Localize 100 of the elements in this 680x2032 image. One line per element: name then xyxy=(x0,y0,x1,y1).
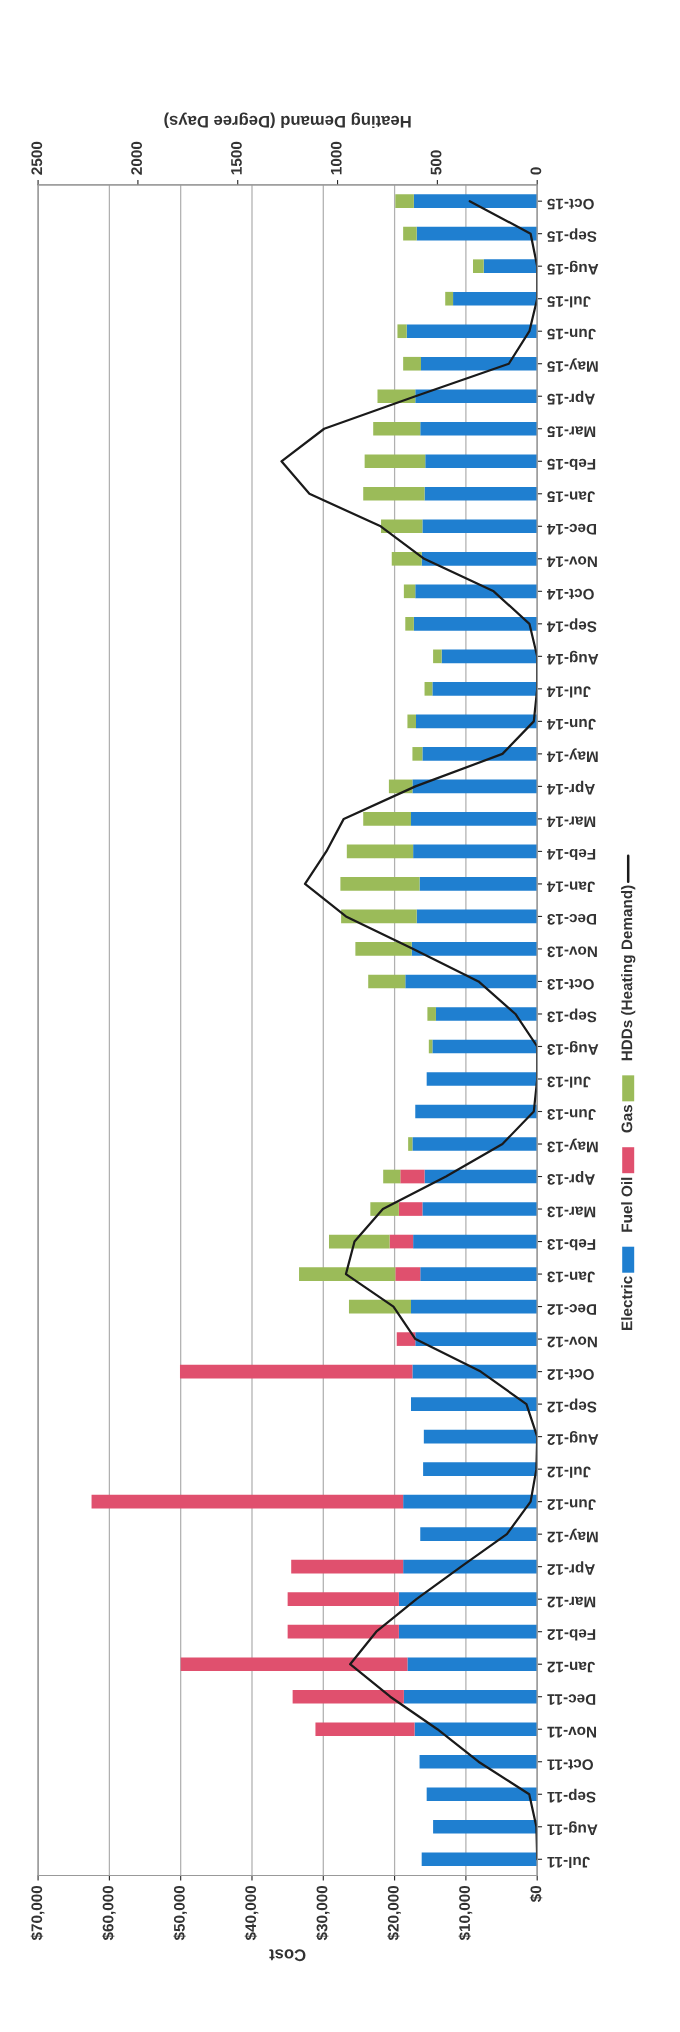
legend-label: Gas xyxy=(621,1104,633,1133)
y-tick-label: Sep-13 xyxy=(547,1008,597,1023)
bar xyxy=(340,877,420,891)
x2-axis-title: Heating Demand (Degree Days) xyxy=(164,112,411,129)
bar xyxy=(400,1169,425,1184)
bar xyxy=(432,1039,538,1054)
bar xyxy=(287,1624,399,1639)
y-tick-label: Oct-13 xyxy=(547,978,594,990)
bar xyxy=(406,324,538,339)
bar xyxy=(414,1722,538,1737)
x-axis-title: Cost xyxy=(269,1949,306,1962)
bar xyxy=(426,1787,538,1802)
legend-label: Fuel Oil xyxy=(621,1177,633,1232)
bar xyxy=(415,389,538,404)
bar xyxy=(419,877,538,891)
bar xyxy=(410,1299,538,1314)
y-tick-label: Dec-14 xyxy=(547,523,596,535)
y-tick-label: Jun-15 xyxy=(547,328,596,340)
bar xyxy=(445,291,454,306)
y-tick-label: Sep-12 xyxy=(547,1398,597,1413)
y-tick-label: Apr-15 xyxy=(547,390,595,405)
bar xyxy=(416,226,538,241)
bar xyxy=(410,1397,538,1411)
x-tick-label: $60,000 xyxy=(101,1885,116,1941)
y-tick-label: Oct-15 xyxy=(547,198,594,210)
bar xyxy=(422,519,538,534)
x-tick-label: $40,000 xyxy=(244,1885,259,1941)
bar xyxy=(415,1104,538,1119)
y-tick-label: Feb-13 xyxy=(547,1239,596,1251)
x2-tick-label: 1000 xyxy=(330,141,342,175)
bar xyxy=(423,1429,538,1444)
bar xyxy=(424,1169,538,1184)
bar xyxy=(408,1137,413,1151)
x-tick-label: $10,000 xyxy=(458,1885,473,1941)
bar xyxy=(398,1624,538,1639)
y-tick-label: Nov-12 xyxy=(547,1336,597,1348)
bar xyxy=(432,682,538,696)
x2-tick-label: 2000 xyxy=(131,141,143,175)
y-tick-label: Jul-11 xyxy=(547,1856,590,1868)
bar xyxy=(413,1234,538,1249)
bar xyxy=(413,844,538,859)
bar xyxy=(395,194,414,208)
y-tick-label: Apr-12 xyxy=(547,1561,595,1575)
bar xyxy=(398,1202,423,1216)
y-tick-label: Mar-14 xyxy=(547,816,596,828)
y-tick-label: Nov-14 xyxy=(547,556,597,567)
y-tick-label: Dec-13 xyxy=(547,913,596,925)
y-tick-label: Oct-14 xyxy=(547,588,594,600)
bar xyxy=(426,1072,538,1086)
legend-label: Electric xyxy=(621,1276,633,1330)
bar xyxy=(412,747,423,761)
y-tick-label: Mar-13 xyxy=(547,1206,596,1218)
bar xyxy=(415,714,538,729)
y-tick-label: May-14 xyxy=(547,748,598,763)
bar xyxy=(403,584,416,599)
bar xyxy=(416,909,538,924)
y-tick-label: Feb-12 xyxy=(547,1629,596,1641)
bar xyxy=(346,844,414,859)
bar xyxy=(389,1234,414,1249)
bar xyxy=(483,259,538,274)
bar xyxy=(403,1559,538,1574)
bar xyxy=(422,1202,538,1216)
bar xyxy=(441,649,538,664)
bar xyxy=(292,1689,404,1704)
y-tick-label: Aug-14 xyxy=(547,650,599,665)
y-tick-label: Apr-14 xyxy=(547,780,595,795)
bar xyxy=(420,356,538,371)
bar xyxy=(420,421,538,436)
bar xyxy=(435,1007,538,1021)
bar xyxy=(473,259,484,274)
bar xyxy=(299,1267,396,1281)
bar xyxy=(91,1494,404,1509)
bar xyxy=(377,389,416,404)
x-tick-label: $30,000 xyxy=(315,1885,330,1941)
bar xyxy=(179,1364,413,1379)
y-tick-label: Oct-12 xyxy=(547,1369,594,1380)
bar xyxy=(355,942,412,956)
y-tick-label: Dec-11 xyxy=(547,1694,596,1705)
bar xyxy=(398,1592,538,1607)
legend-label: HDDs (Heating Demand) xyxy=(621,885,636,1061)
bar xyxy=(348,1299,411,1314)
bar xyxy=(413,617,538,631)
bar xyxy=(381,519,423,534)
bar xyxy=(413,194,538,208)
bar xyxy=(420,1527,538,1541)
bar xyxy=(363,812,411,826)
bar xyxy=(341,909,417,924)
y-tick-label: May-15 xyxy=(547,358,598,372)
bar xyxy=(425,454,538,469)
y-tick-label: Jan-14 xyxy=(547,881,596,893)
bar xyxy=(412,1137,538,1151)
bar xyxy=(407,714,416,729)
bar xyxy=(427,1007,436,1021)
bar xyxy=(411,942,538,956)
bar xyxy=(419,1754,538,1769)
y-tick-label: Aug-13 xyxy=(547,1040,599,1055)
bar xyxy=(405,617,414,631)
bar xyxy=(433,1819,538,1834)
y-tick-label: Mar-15 xyxy=(547,426,596,437)
y-tick-label: Jul-14 xyxy=(547,686,591,698)
